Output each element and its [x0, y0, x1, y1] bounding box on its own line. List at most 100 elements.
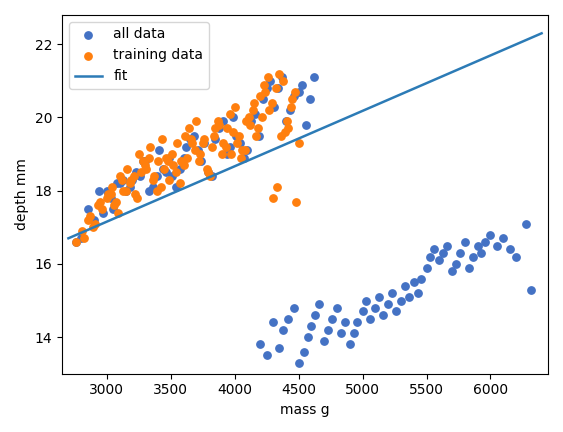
all data: [115, 180, 124, 187]
all data: [171, 184, 180, 191]
training data: [164, 158, 173, 165]
all data: [99, 209, 108, 216]
training data: [165, 176, 174, 183]
training data: [122, 187, 131, 194]
training data: [271, 85, 280, 92]
training data: [93, 202, 102, 209]
training data: [152, 187, 161, 194]
training data: [171, 169, 180, 176]
training data: [209, 132, 218, 139]
training data: [238, 147, 247, 154]
training data: [288, 96, 297, 103]
all data: [505, 246, 514, 253]
training data: [283, 118, 292, 124]
training data: [252, 132, 261, 139]
training data: [111, 198, 120, 205]
all data: [443, 242, 452, 249]
all data: [461, 238, 470, 245]
all data: [239, 154, 248, 161]
all data: [231, 132, 240, 139]
all data: [320, 337, 329, 344]
all data: [193, 147, 202, 154]
training data: [150, 173, 159, 180]
all data: [294, 359, 303, 366]
all data: [486, 231, 495, 238]
training data: [187, 136, 196, 143]
all data: [203, 169, 212, 176]
all data: [349, 330, 358, 337]
training data: [119, 187, 128, 194]
training data: [96, 198, 105, 205]
training data: [169, 162, 178, 168]
training data: [180, 132, 189, 139]
all data: [215, 125, 224, 132]
training data: [131, 191, 140, 198]
all data: [362, 297, 371, 304]
all data: [175, 165, 184, 172]
all data: [383, 301, 392, 308]
training data: [160, 165, 169, 172]
training data: [154, 158, 163, 165]
all data: [182, 143, 191, 150]
training data: [97, 206, 106, 213]
all data: [247, 118, 256, 124]
training data: [145, 154, 154, 161]
training data: [294, 140, 303, 146]
training data: [225, 110, 234, 117]
all data: [375, 293, 384, 300]
all data: [387, 290, 396, 297]
training data: [279, 77, 288, 84]
all data: [138, 158, 147, 165]
all data: [243, 147, 252, 154]
all data: [303, 334, 312, 340]
all data: [294, 89, 303, 95]
training data: [221, 143, 230, 150]
all data: [222, 151, 231, 158]
training data: [284, 125, 293, 132]
all data: [324, 326, 333, 333]
all data: [211, 136, 220, 143]
all data: [77, 235, 86, 242]
training data: [257, 114, 266, 121]
all data: [262, 352, 271, 359]
all data: [113, 180, 122, 187]
all data: [311, 312, 320, 319]
all data: [126, 184, 135, 191]
training data: [199, 136, 208, 143]
all data: [468, 253, 477, 260]
all data: [278, 74, 287, 81]
training data: [263, 74, 272, 81]
all data: [168, 173, 177, 180]
all data: [327, 315, 336, 322]
training data: [233, 140, 242, 146]
training data: [157, 136, 166, 143]
all data: [145, 187, 154, 194]
training data: [256, 92, 265, 99]
all data: [258, 96, 267, 103]
all data: [481, 238, 490, 245]
training data: [198, 140, 207, 146]
training data: [88, 224, 97, 231]
all data: [430, 246, 439, 253]
all data: [452, 260, 461, 267]
training data: [72, 238, 81, 245]
all data: [371, 305, 380, 311]
training data: [275, 70, 284, 77]
training data: [217, 151, 226, 158]
training data: [104, 191, 113, 198]
all data: [275, 345, 284, 352]
training data: [218, 140, 227, 146]
all data: [353, 319, 362, 326]
training data: [110, 202, 119, 209]
training data: [292, 198, 301, 205]
all data: [391, 308, 400, 315]
all data: [455, 249, 464, 256]
all data: [289, 92, 298, 99]
all data: [128, 176, 137, 183]
training data: [108, 184, 117, 191]
all data: [122, 187, 131, 194]
training data: [276, 132, 285, 139]
training data: [230, 103, 239, 110]
all data: [199, 140, 208, 146]
training data: [211, 125, 220, 132]
